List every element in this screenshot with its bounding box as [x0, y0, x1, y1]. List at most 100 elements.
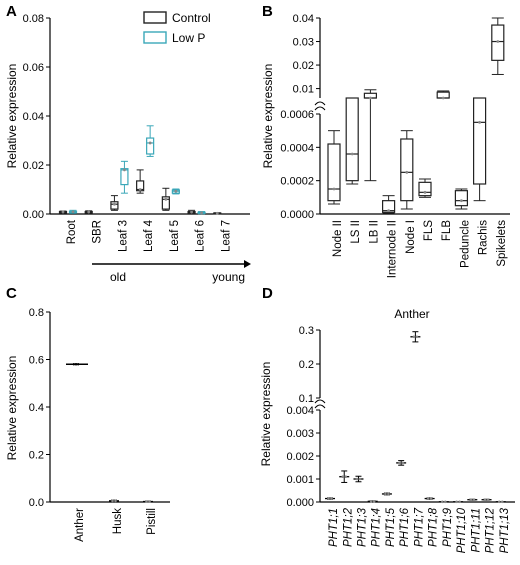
box-control [58, 210, 68, 214]
x-tick-label: Leaf 7 [220, 220, 232, 252]
axis-break-mark [314, 404, 326, 409]
data-point [384, 492, 387, 496]
y-tick-label: 0.04 [23, 111, 44, 123]
data-point [441, 500, 444, 504]
x-tick-label: FLS [423, 220, 435, 241]
mean-point [453, 500, 464, 504]
box [491, 17, 505, 75]
x-tick-label: PHT1;6 [399, 507, 411, 547]
data-point [190, 210, 193, 214]
box [382, 195, 396, 214]
box [400, 130, 414, 210]
data-point [478, 120, 481, 124]
x-tick-label: Spikelets [496, 220, 508, 267]
mean-point [424, 497, 435, 500]
x-tick-label: PHT1;7 [413, 507, 425, 547]
x-tick-label: PHT1;2 [342, 507, 354, 547]
box [418, 178, 432, 198]
box-low-p [120, 160, 129, 194]
mean-point [495, 500, 506, 504]
mean-point [481, 498, 492, 502]
data-point [174, 189, 178, 193]
y-tick-label: 0.03 [293, 37, 314, 49]
y-tick-label: 0.0 [29, 497, 44, 509]
y-tick-label: 0.4 [29, 402, 44, 414]
data-point [469, 498, 473, 502]
y-tick-label: 0.003 [286, 428, 314, 440]
x-tick-label: LB II [368, 220, 380, 244]
mean-point [467, 498, 478, 502]
data-point [71, 210, 75, 214]
legend-label: Control [172, 11, 211, 25]
y-tick-label: 0.06 [23, 62, 44, 74]
data-point [164, 197, 168, 201]
data-point [483, 498, 487, 502]
box-low-p [197, 211, 206, 215]
panel-letter: D [262, 285, 273, 302]
x-tick-label: Husk [112, 508, 124, 534]
data-point [460, 199, 463, 203]
data-point [355, 477, 359, 481]
box [345, 97, 359, 182]
box-control [187, 209, 196, 215]
data-point [114, 499, 117, 503]
x-tick-label: PHT1;1 [328, 508, 340, 547]
x-tick-label: Leaf 4 [143, 219, 155, 252]
mean-point [109, 499, 119, 503]
y-tick-label: 0.04 [293, 13, 314, 25]
x-tick-label: PHT1;8 [428, 507, 440, 547]
data-point [123, 168, 126, 172]
y-tick-label: 0.6 [29, 355, 44, 367]
data-point [344, 475, 348, 479]
data-point [486, 498, 490, 502]
y-axis-label: Relative expression [259, 362, 273, 467]
data-point [200, 211, 203, 215]
panel-b: B 0.0000 0.0002 0.0004 0.0006 0.01 0.02 0.03 0.0… [261, 3, 510, 278]
data-point [148, 141, 152, 145]
y-tick-label: 0.004 [286, 405, 314, 417]
x-tick-label: SBR [92, 220, 104, 244]
box [363, 89, 377, 182]
data-point [330, 497, 333, 500]
data-point [341, 475, 345, 479]
data-point [138, 188, 142, 191]
legend-label: Low P [172, 31, 205, 45]
box-low-p [68, 209, 78, 214]
y-tick-label: 0.0006 [280, 109, 314, 121]
x-tick-label: PHT1;13 [499, 507, 511, 553]
y-tick-label: 0.3 [299, 325, 314, 337]
x-tick-label: FLB [441, 220, 453, 241]
box [327, 143, 341, 202]
box [473, 97, 487, 202]
x-tick-label: PHT1;9 [442, 507, 454, 547]
legend-swatch-low-p [143, 31, 167, 44]
data-point [111, 499, 114, 503]
y-axis-label: Relative expression [261, 64, 275, 169]
x-tick-label: PHT1;10 [456, 507, 468, 553]
y-tick-label: 0.001 [286, 474, 314, 486]
box-control [110, 195, 119, 211]
x-tick-label: Peduncle [459, 220, 471, 268]
data-point [426, 497, 430, 500]
legend: Control Low P [143, 11, 211, 45]
mean-point [143, 500, 153, 503]
data-point [387, 492, 390, 496]
mean-point [339, 470, 350, 483]
data-point [369, 500, 373, 503]
x-tick-label: LS II [350, 220, 362, 244]
box [454, 190, 468, 207]
data-point [496, 40, 500, 43]
data-point [387, 209, 390, 213]
data-point [61, 210, 65, 214]
mean-point [396, 460, 407, 466]
data-point [429, 497, 433, 500]
box [345, 97, 359, 185]
x-tick-label: Root [66, 219, 78, 244]
y-axis-label: Relative expression [5, 356, 19, 461]
data-point [327, 497, 330, 500]
panel-letter: C [6, 285, 17, 302]
box-low-p [171, 188, 180, 195]
panel-letter: B [262, 3, 273, 20]
data-point [87, 210, 91, 214]
